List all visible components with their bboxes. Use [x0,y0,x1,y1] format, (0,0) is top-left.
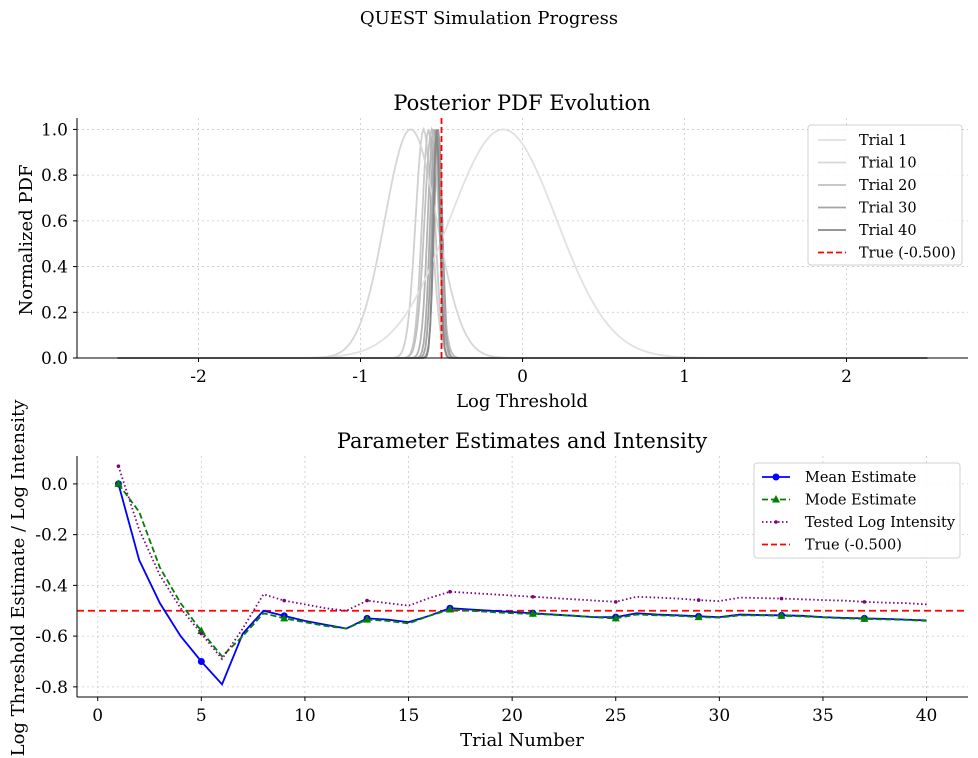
parameter-estimates-series-2-point-0 [116,464,121,468]
parameter-estimates-xtick-label-6: 30 [709,706,731,726]
parameter-estimates-series-1-point-0 [114,479,123,487]
posterior-pdf-legend: Trial 1 Trial 10 Trial 20 Trial 30 Trial 40 T… [807,124,963,266]
parameter-estimates-xtick-label-2: 10 [294,706,316,726]
parameter-estimates-series-2-point-36 [862,600,867,604]
posterior-pdf-xtick-label-1: -1 [352,367,369,387]
parameter-estimates-xtick-label-0: 0 [92,706,103,726]
parameter-estimates-legend-frame [753,462,961,559]
parameter-estimates-xtick-label-3: 15 [398,706,420,726]
parameter-estimates-legend-marker-2 [774,520,778,524]
parameter-estimates-series-1-point-20 [528,609,537,617]
posterior-pdf-legend-label-2: Trial 20 [859,178,917,194]
posterior-pdf-legend-label-3: Trial 30 [859,201,917,217]
parameter-estimates-series-2-point-4 [199,631,204,636]
posterior-pdf-y-ticks: 0.0 0.2 0.4 0.6 0.8 1.0 [41,120,77,369]
posterior-pdf-ytick-label-3: 0.6 [41,212,68,232]
parameter-estimates-series-2-point-20 [531,594,535,599]
parameter-estimates-ytick-label-1: -0.2 [35,526,68,546]
parameter-estimates-series-line-2 [117,465,927,661]
parameter-estimates-title: Parameter Estimates and Intensity [337,429,708,453]
posterior-pdf-ytick-label-4: 0.8 [41,166,68,186]
parameter-estimates-xtick-label-4: 20 [501,706,523,726]
parameter-estimates-ytick-label-0: 0.0 [41,475,68,495]
parameter-estimates-series-0-point-4 [197,657,205,665]
posterior-pdf-xtick-label-3: 1 [679,367,690,387]
parameter-estimates-grid [77,456,968,697]
parameter-estimates-panel: Parameter Estimates and Intensity 0 5 10 15… [8,399,968,757]
parameter-estimates-ylabel: Log Threshold Estimate / Log Intensity [8,399,29,757]
posterior-pdf-xlabel: Log Threshold [456,391,588,412]
posterior-pdf-legend-label-5: True (-0.500) [859,246,956,262]
posterior-pdf-legend-label-0: Trial 1 [859,133,907,149]
parameter-estimates-series-2-point-16 [448,589,452,594]
parameter-estimates-series-2-point-28 [696,598,701,602]
posterior-pdf-ytick-label-5: 1.0 [41,120,68,140]
parameter-estimates-xtick-label-7: 35 [812,706,834,726]
parameter-estimates-legend-label-0: Mean Estimate [805,470,916,486]
parameter-estimates-series-1-point-36 [860,614,869,622]
posterior-pdf-ytick-label-1: 0.2 [41,303,68,323]
parameter-estimates-legend-marker-1 [772,495,780,503]
parameter-estimates-xtick-label-8: 40 [916,706,938,726]
posterior-pdf-xtick-label-2: 0 [517,367,528,387]
posterior-pdf-x-ticks: -2 -1 0 1 2 [190,358,852,387]
parameter-estimates-legend-label-3: True (-0.500) [805,538,902,554]
parameter-estimates-y-ticks: 0.0 -0.2 -0.4 -0.6 -0.8 [35,475,77,698]
figure-suptitle: QUEST Simulation Progress [360,8,618,29]
parameter-estimates-series-2-point-12 [365,598,369,603]
parameter-estimates-legend: Mean Estimate Mode Estimate Tested Log Int… [753,462,961,559]
parameter-estimates-x-ticks: 0 5 10 15 20 25 30 35 40 [92,697,937,726]
posterior-pdf-legend-frame [807,124,963,266]
parameter-estimates-ytick-label-4: -0.8 [35,678,68,698]
posterior-pdf-panel: Posterior PDF Evolution -2 -1 0 1 2 0.00.20.… [16,91,968,412]
parameter-estimates-series-1-point-28 [694,612,703,621]
posterior-pdf-xtick-label-4: 2 [841,367,852,387]
posterior-pdf-title: Posterior PDF Evolution [393,91,650,115]
parameter-estimates-ytick-label-2: -0.4 [35,576,68,596]
parameter-estimates-series-1-point-4 [197,626,206,635]
posterior-pdf-xtick-label-0: -2 [190,367,207,387]
parameter-estimates-series-line-1 [117,483,927,658]
parameter-estimates-ytick-label-3: -0.6 [35,627,68,647]
parameter-estimates-xtick-label-1: 5 [196,706,207,726]
parameter-estimates-series-1-point-12 [363,615,372,623]
parameter-estimates-legend-label-2: Tested Log Intensity [805,515,956,531]
parameter-estimates-series-2-point-24 [613,600,618,604]
parameter-estimates-series [114,464,927,686]
parameter-estimates-series-2-point-8 [282,598,287,603]
posterior-pdf-ylabel: Normalized PDF [16,165,37,316]
posterior-pdf-ytick-label-2: 0.4 [41,258,68,278]
posterior-pdf-ytick-label-0: 0.0 [41,349,68,369]
parameter-estimates-legend-marker-0 [772,473,780,481]
posterior-pdf-legend-label-4: Trial 40 [859,223,917,239]
parameter-estimates-series-1-point-32 [777,611,786,619]
parameter-estimates-xtick-label-5: 25 [605,706,627,726]
parameter-estimates-legend-label-1: Mode Estimate [805,493,916,509]
parameter-estimates-series-1-point-24 [611,613,620,622]
parameter-estimates-series-2-point-32 [779,596,784,601]
parameter-estimates-series-1-point-16 [445,604,454,613]
posterior-pdf-legend-label-1: Trial 10 [859,156,917,172]
parameter-estimates-xlabel: Trial Number [460,730,584,751]
parameter-estimates-series-1-point-8 [280,613,289,622]
